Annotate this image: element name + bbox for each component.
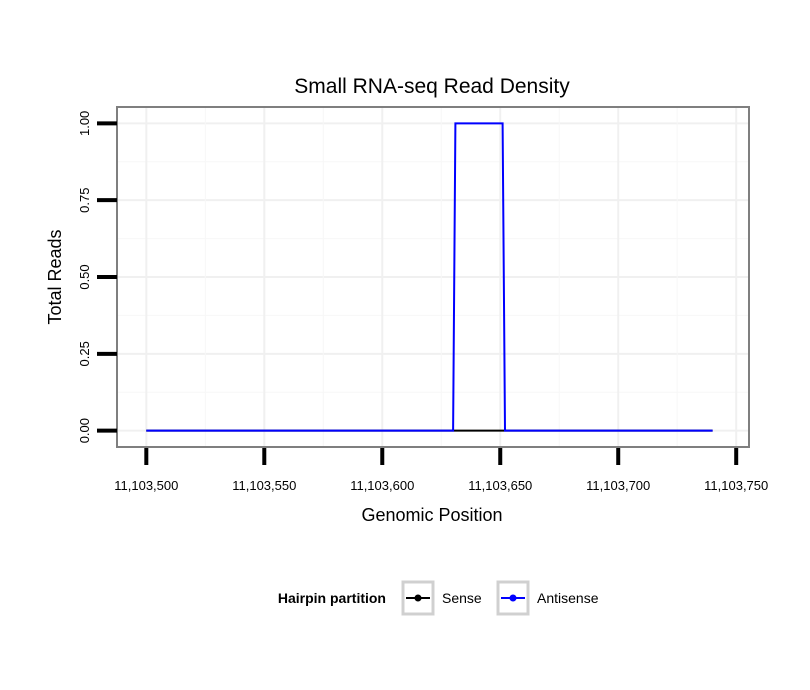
x-tick-label: 11,103,600 (350, 478, 414, 493)
y-tick-label: 0.25 (77, 341, 92, 366)
legend-label-sense: Sense (442, 590, 482, 606)
legend: Hairpin partition Sense Antisense (278, 580, 599, 616)
x-tick-label: 11,103,750 (704, 478, 768, 493)
y-tick-label: 0.00 (77, 418, 92, 443)
legend-label-antisense: Antisense (537, 590, 599, 606)
y-axis-label: Total Reads (45, 229, 65, 324)
series-lines (146, 122, 713, 432)
x-axis-label: Genomic Position (361, 505, 502, 525)
legend-marker-antisense (509, 594, 517, 602)
x-tick-label: 11,103,550 (232, 478, 296, 493)
x-tick-label: 11,103,700 (586, 478, 650, 493)
y-tick-label: 0.50 (77, 264, 92, 289)
chart-title: Small RNA-seq Read Density (294, 75, 570, 98)
legend-title: Hairpin partition (278, 590, 386, 606)
series-line-antisense (146, 122, 713, 432)
x-tick-label: 11,103,500 (114, 478, 178, 493)
x-axis: 11,103,500 11,103,550 11,103,600 11,103,650… (114, 448, 768, 493)
x-tick-label: 11,103,650 (468, 478, 532, 493)
y-axis: 0.00 0.25 0.50 0.75 1.00 (77, 111, 117, 443)
y-tick-label: 0.75 (77, 188, 92, 213)
legend-marker-sense (414, 594, 422, 602)
y-tick-label: 1.00 (77, 111, 92, 136)
